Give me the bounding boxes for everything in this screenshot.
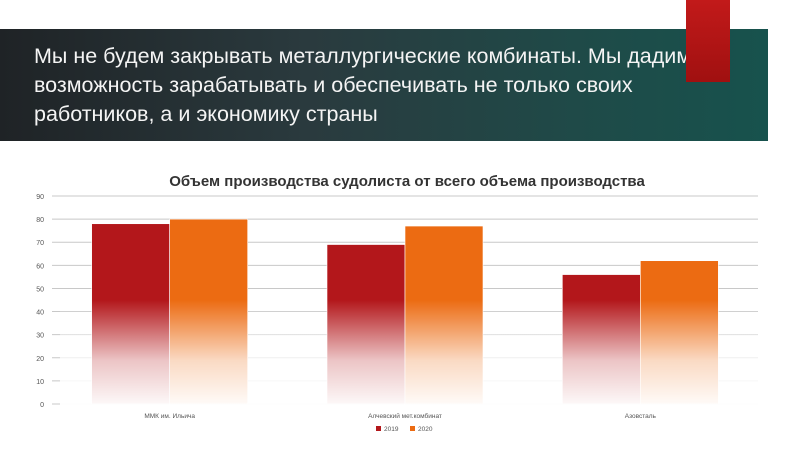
- bar-2020-3: [640, 260, 719, 405]
- y-tick-label: 40: [36, 310, 44, 317]
- accent-tab: [686, 0, 730, 82]
- y-tick-label: 80: [36, 217, 44, 224]
- legend-swatch-2020: [410, 426, 415, 431]
- bar-2019-3: [562, 274, 641, 405]
- y-tick-label: 30: [36, 333, 44, 340]
- y-tick-label: 70: [36, 240, 44, 247]
- y-tick-label: 90: [36, 194, 44, 201]
- bar-2020-1: [169, 218, 248, 405]
- bar-2020-2: [404, 225, 484, 405]
- x-category-label: Алчевский мет.комбинат: [368, 412, 442, 420]
- bar-2019-2: [326, 244, 406, 405]
- y-tick-label: 10: [36, 379, 44, 386]
- y-tick-label: 60: [36, 263, 44, 270]
- bar-2019-1: [91, 223, 170, 405]
- y-tick-label: 0: [40, 402, 44, 409]
- slide-title: Мы не будем закрывать металлургические к…: [34, 44, 724, 126]
- title-band: [0, 29, 768, 141]
- x-category-label: ММК им. Ильича: [144, 413, 195, 420]
- legend-swatch-2019: [376, 426, 381, 431]
- x-category-label: Азовсталь: [625, 413, 657, 420]
- y-tick-label: 20: [36, 356, 44, 363]
- legend-label-2020: 2020: [418, 426, 433, 433]
- chart-title: Объем производства судолиста от всего об…: [169, 173, 645, 190]
- legend-label-2019: 2019: [384, 426, 399, 433]
- y-tick-label: 50: [36, 286, 44, 293]
